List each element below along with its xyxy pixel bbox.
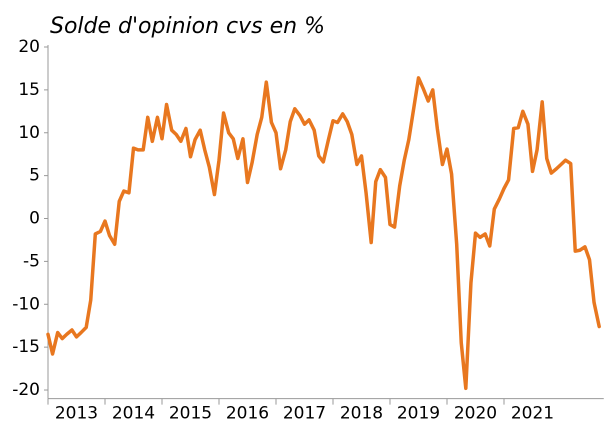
- x-tick-label: 2018: [340, 404, 383, 423]
- y-tick-label: -5: [23, 251, 40, 271]
- x-tick-label: 2013: [55, 404, 98, 423]
- y-tick-label: -15: [12, 337, 40, 357]
- y-tick-label: 15: [18, 80, 40, 100]
- x-tick-label: 2021: [511, 404, 554, 423]
- y-tick-label: -10: [12, 294, 40, 314]
- y-tick-label: 20: [18, 37, 40, 57]
- y-tick-label: 5: [29, 166, 40, 186]
- x-tick-label: 2015: [169, 404, 212, 423]
- y-tick-label: 0: [29, 209, 40, 229]
- chart-title: Solde d'opinion cvs en %: [50, 14, 325, 39]
- data-line: [46, 76, 601, 391]
- x-tick-label: 2016: [226, 404, 269, 423]
- y-tick-label: 10: [18, 123, 40, 143]
- x-tick-label: 2019: [397, 404, 440, 423]
- x-tick-label: 2014: [112, 404, 155, 423]
- x-tick-label: 2020: [454, 404, 497, 423]
- x-tick-label: 2017: [283, 404, 326, 423]
- y-tick-label: -20: [12, 380, 40, 400]
